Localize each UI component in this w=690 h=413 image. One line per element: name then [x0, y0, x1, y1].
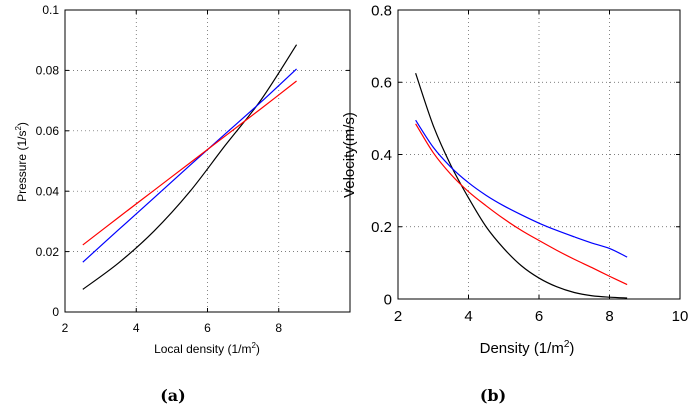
x-tick-label-b: 10 — [672, 308, 689, 325]
y-tick-label-b: 0.4 — [371, 147, 392, 164]
caption-b: (b) — [480, 386, 506, 405]
y-tick-label-b: 0.2 — [371, 219, 392, 236]
x-tick-label-b: 2 — [394, 308, 402, 325]
y-axis-label-a: Pressure (1/s2) — [14, 122, 29, 202]
x-tick-label-b: 8 — [605, 308, 613, 325]
caption-a: (a) — [160, 386, 186, 405]
x-tick-label-a: 4 — [133, 321, 140, 335]
y-tick-label-b: 0.8 — [371, 2, 392, 19]
x-axis-label-a: Local density (1/m2) — [154, 341, 260, 356]
grid-b — [398, 10, 680, 299]
y-tick-label-a: 0.1 — [42, 3, 59, 17]
y-tick-label-a: 0.04 — [36, 184, 60, 198]
x-ticks-a: 2 4 6 8 — [62, 10, 282, 335]
y-tick-label-a: 0 — [52, 305, 59, 319]
x-tick-label-a: 8 — [275, 321, 282, 335]
series-group-b — [415, 73, 628, 299]
series-line-b-0 — [415, 73, 628, 299]
x-ticks-b: 2 4 6 8 10 — [394, 10, 689, 325]
y-tick-label-b: 0.6 — [371, 75, 392, 92]
chart-panel-a: 2 4 6 8 0 0.02 0.04 0.06 0.08 0.1 Local density … — [14, 3, 351, 405]
y-ticks-b: 0 0.2 0.4 0.6 0.8 — [371, 2, 680, 308]
series-line-a-1 — [82, 68, 297, 263]
plot-area-a — [64, 9, 351, 313]
chart-panel-b: 2 4 6 8 10 0 0.2 0.4 0.6 0.8 Density (1/m2) Velo… — [341, 2, 688, 405]
y-axis-label-b: Velocity(m/s) — [341, 112, 358, 198]
y-ticks-a: 0 0.02 0.04 0.06 0.08 0.1 — [36, 3, 350, 319]
y-tick-label-a: 0.06 — [36, 124, 60, 138]
series-line-b-1 — [415, 119, 628, 258]
series-line-a-2 — [82, 80, 297, 246]
x-tick-label-a: 2 — [62, 321, 69, 335]
y-tick-label-a: 0.08 — [36, 64, 60, 78]
y-tick-label-a: 0.02 — [36, 245, 60, 259]
x-tick-label-b: 4 — [464, 308, 472, 325]
series-line-b-2 — [415, 123, 628, 286]
x-tick-label-b: 6 — [535, 308, 543, 325]
series-group-a — [82, 44, 298, 290]
x-axis-label-b: Density (1/m2) — [480, 339, 575, 357]
y-tick-label-b: 0 — [384, 291, 392, 308]
series-line-a-0 — [82, 44, 298, 290]
x-tick-label-a: 6 — [204, 321, 211, 335]
